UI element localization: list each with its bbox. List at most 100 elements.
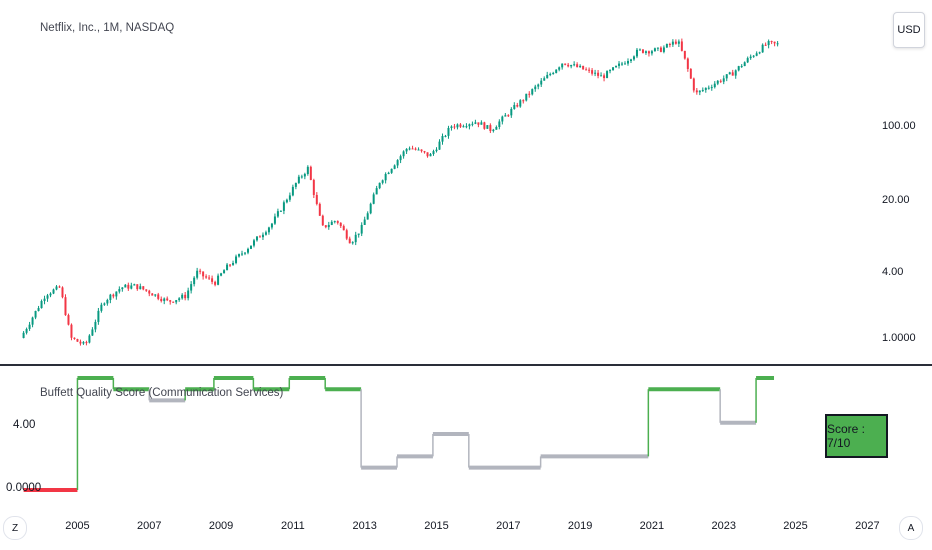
candle-body[interactable] xyxy=(121,287,124,290)
candle-body[interactable] xyxy=(573,64,576,66)
candle-body[interactable] xyxy=(178,298,181,301)
candle-body[interactable] xyxy=(223,270,226,274)
candle-body[interactable] xyxy=(211,278,214,282)
candle-body[interactable] xyxy=(196,270,199,278)
candle-body[interactable] xyxy=(579,65,582,68)
candle-body[interactable] xyxy=(354,234,357,243)
candle-body[interactable] xyxy=(34,310,37,318)
candle-body[interactable] xyxy=(31,317,34,325)
candle-body[interactable] xyxy=(638,49,641,51)
candle-body[interactable] xyxy=(217,275,220,285)
candle-body[interactable] xyxy=(148,290,151,294)
candle-body[interactable] xyxy=(701,89,704,91)
candle-body[interactable] xyxy=(247,248,249,253)
candle-body[interactable] xyxy=(659,47,662,52)
candle-body[interactable] xyxy=(773,41,776,44)
candle-body[interactable] xyxy=(169,300,172,302)
candle-body[interactable] xyxy=(70,324,73,338)
candle-body[interactable] xyxy=(471,123,474,125)
candle-body[interactable] xyxy=(627,60,629,64)
candle-body[interactable] xyxy=(163,298,166,302)
candle-body[interactable] xyxy=(725,74,728,79)
candle-body[interactable] xyxy=(184,294,187,299)
candle-body[interactable] xyxy=(749,56,752,59)
candle-body[interactable] xyxy=(297,176,300,183)
candle-body[interactable] xyxy=(94,321,97,330)
candle-body[interactable] xyxy=(399,156,402,161)
candle-body[interactable] xyxy=(576,64,579,68)
candle-body[interactable] xyxy=(552,72,555,74)
candle-body[interactable] xyxy=(764,44,767,46)
candle-body[interactable] xyxy=(600,75,603,77)
candle-body[interactable] xyxy=(270,223,273,228)
candle-body[interactable] xyxy=(689,68,692,79)
candle-body[interactable] xyxy=(456,124,459,128)
candle-body[interactable] xyxy=(612,67,615,71)
candle-body[interactable] xyxy=(609,70,612,72)
candle-body[interactable] xyxy=(249,245,252,249)
candle-body[interactable] xyxy=(438,141,441,150)
candle-body[interactable] xyxy=(381,180,384,183)
candle-body[interactable] xyxy=(420,149,423,152)
candle-body[interactable] xyxy=(175,300,178,303)
candle-body[interactable] xyxy=(459,124,462,127)
candle-body[interactable] xyxy=(100,304,103,311)
candle-body[interactable] xyxy=(746,58,749,63)
candle-body[interactable] xyxy=(106,299,109,304)
candle-body[interactable] xyxy=(405,148,408,152)
candle-body[interactable] xyxy=(531,89,534,95)
candle-body[interactable] xyxy=(64,297,67,316)
candle-body[interactable] xyxy=(154,294,157,296)
candle-body[interactable] xyxy=(43,298,46,302)
candle-body[interactable] xyxy=(504,115,507,117)
candle-body[interactable] xyxy=(441,136,444,142)
candle-body[interactable] xyxy=(333,221,336,223)
candle-body[interactable] xyxy=(151,293,154,296)
candle-body[interactable] xyxy=(25,328,28,333)
candle-body[interactable] xyxy=(510,108,513,116)
candle-body[interactable] xyxy=(483,122,486,129)
candle-body[interactable] xyxy=(665,44,668,48)
candle-body[interactable] xyxy=(615,65,618,68)
candle-body[interactable] xyxy=(22,332,25,338)
candle-body[interactable] xyxy=(235,256,238,263)
candle-body[interactable] xyxy=(37,308,40,311)
candle-body[interactable] xyxy=(76,339,79,342)
candle-body[interactable] xyxy=(519,100,522,107)
candle-body[interactable] xyxy=(285,199,288,203)
candle-body[interactable] xyxy=(686,58,689,69)
candle-body[interactable] xyxy=(402,151,405,157)
candle-body[interactable] xyxy=(674,41,677,44)
candle-body[interactable] xyxy=(267,227,270,233)
candle-body[interactable] xyxy=(417,149,420,151)
candle-body[interactable] xyxy=(166,298,169,301)
candle-body[interactable] xyxy=(351,242,354,244)
candle-body[interactable] xyxy=(513,105,516,109)
candle-body[interactable] xyxy=(570,64,573,67)
candle-body[interactable] xyxy=(522,100,525,102)
candle-body[interactable] xyxy=(241,253,244,255)
candle-body[interactable] xyxy=(644,51,647,53)
candle-body[interactable] xyxy=(67,315,70,325)
candle-body[interactable] xyxy=(492,129,495,132)
candle-body[interactable] xyxy=(136,284,139,290)
candle-body[interactable] xyxy=(680,41,683,51)
candle-body[interactable] xyxy=(650,51,653,54)
candle-body[interactable] xyxy=(112,294,115,297)
candle-body[interactable] xyxy=(567,64,570,67)
candle-body[interactable] xyxy=(282,202,285,211)
candle-body[interactable] xyxy=(558,67,561,70)
candle-body[interactable] xyxy=(393,165,396,169)
candle-body[interactable] xyxy=(124,284,127,288)
corner-z-button[interactable]: Z xyxy=(3,516,27,540)
candle-body[interactable] xyxy=(226,264,229,271)
candle-body[interactable] xyxy=(722,78,725,82)
candle-body[interactable] xyxy=(564,63,567,65)
candle-body[interactable] xyxy=(776,43,779,45)
candle-body[interactable] xyxy=(707,87,710,89)
candle-body[interactable] xyxy=(486,125,489,129)
candle-body[interactable] xyxy=(91,329,94,336)
candle-body[interactable] xyxy=(288,195,291,200)
candle-body[interactable] xyxy=(534,86,537,90)
candle-body[interactable] xyxy=(300,176,303,178)
